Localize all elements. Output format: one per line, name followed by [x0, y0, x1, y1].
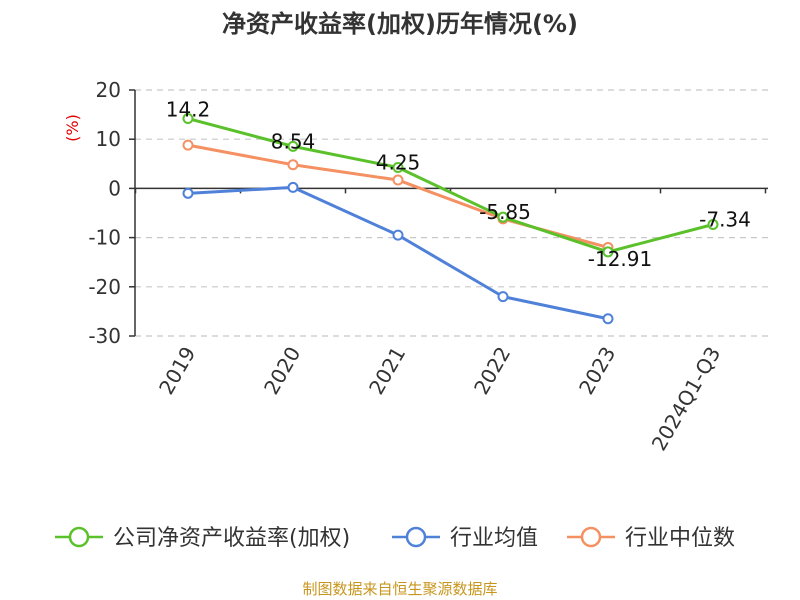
x-tick-label: 2021 [364, 343, 410, 399]
data-source-note: 制图数据来自恒生聚源数据库 [302, 580, 497, 598]
data-point [707, 219, 719, 231]
legend-swatch-marker [580, 526, 602, 548]
x-tick-label: 2022 [469, 343, 515, 399]
data-point [392, 161, 404, 173]
data-point [287, 140, 299, 152]
data-point [182, 139, 194, 151]
data-label: 14.2 [166, 98, 211, 122]
y-tick-label: 10 [96, 127, 121, 151]
data-point [602, 246, 614, 258]
data-point [497, 291, 509, 303]
y-tick-label: -30 [88, 324, 121, 348]
data-point [392, 174, 404, 186]
data-point [602, 313, 614, 325]
data-point [287, 181, 299, 193]
y-tick-label: -10 [88, 226, 121, 250]
series-line-0 [187, 117, 714, 254]
legend-swatch-marker [405, 526, 427, 548]
data-label: 4.25 [376, 150, 421, 174]
y-axis-label: (%) [63, 114, 82, 142]
data-label: 8.54 [271, 129, 316, 153]
y-tick-label: 20 [96, 78, 121, 102]
x-tick-label: 2024Q1-Q3 [647, 343, 726, 455]
y-tick-label: 0 [108, 176, 121, 200]
y-tick-label: -20 [88, 275, 121, 299]
data-label: -7.34 [699, 208, 751, 232]
x-tick-label: 2020 [259, 343, 305, 399]
data-point [392, 229, 404, 241]
series-line-1 [187, 185, 609, 321]
chart-title: 净资产收益率(加权)历年情况(%) [222, 10, 578, 38]
legend-label: 行业中位数 [625, 526, 735, 551]
data-label: -5.85 [479, 200, 531, 224]
legend-label: 公司净资产收益率(加权) [113, 526, 350, 551]
data-label: -12.91 [588, 247, 652, 271]
data-point [182, 187, 194, 199]
data-point [182, 113, 194, 125]
legend-label: 行业均值 [450, 526, 538, 551]
x-tick-label: 2023 [574, 343, 620, 399]
x-tick-label: 2019 [154, 343, 200, 399]
data-point [497, 211, 509, 223]
legend-swatch-marker [68, 526, 90, 548]
data-point [287, 159, 299, 171]
